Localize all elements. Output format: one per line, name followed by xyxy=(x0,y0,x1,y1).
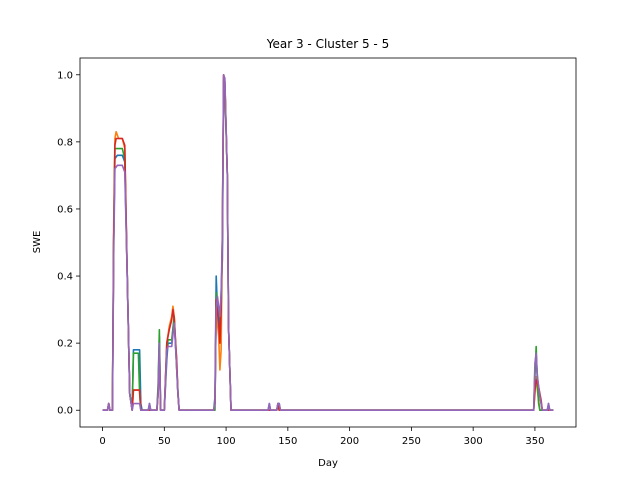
y-tick-label: 0.2 xyxy=(57,339,73,350)
x-tick-label: 50 xyxy=(158,436,171,447)
x-tick-label: 0 xyxy=(99,436,105,447)
x-tick-label: 350 xyxy=(525,436,544,447)
y-tick-label: 1.0 xyxy=(57,70,73,81)
series-line-5 xyxy=(102,73,554,412)
y-tick-label: 0.0 xyxy=(57,406,73,417)
plot-frame xyxy=(79,57,577,428)
chart-title: Year 3 - Cluster 5 - 5 xyxy=(266,37,389,51)
y-tick-label: 0.8 xyxy=(57,137,73,148)
x-tick-label: 150 xyxy=(278,436,297,447)
plot-area xyxy=(80,58,576,427)
y-axis-label: SWE xyxy=(32,231,43,254)
series-layer xyxy=(102,73,554,412)
y-tick-label: 0.4 xyxy=(57,272,73,283)
x-axis-label: Day xyxy=(318,458,338,469)
ticks-layer: 0 50 100 150 200 250 300 350 0.0 0.2 0.4 0.6 0.8 1.0 xyxy=(57,70,544,447)
y-tick-label: 0.6 xyxy=(57,204,73,215)
x-tick-label: 100 xyxy=(217,436,236,447)
x-tick-label: 200 xyxy=(340,436,359,447)
x-tick-label: 250 xyxy=(402,436,421,447)
x-tick-label: 300 xyxy=(464,436,483,447)
